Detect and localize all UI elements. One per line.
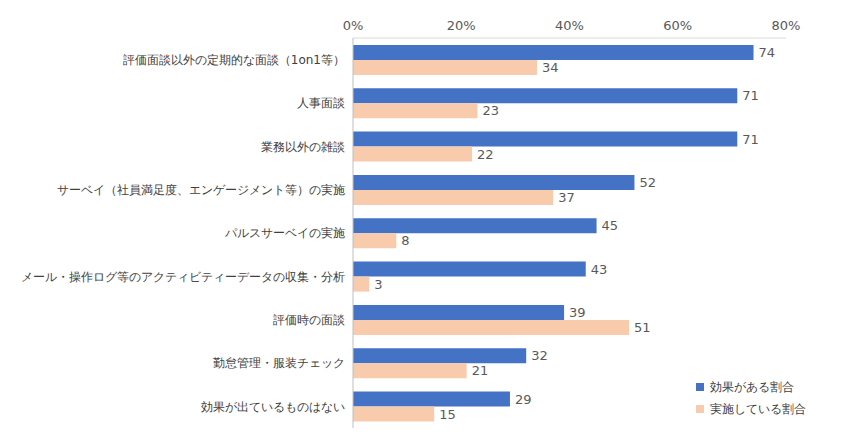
svg-text:37: 37: [558, 190, 575, 205]
svg-text:23: 23: [482, 103, 499, 118]
svg-text:71: 71: [742, 88, 759, 103]
svg-text:80%: 80%: [772, 18, 801, 33]
svg-text:22: 22: [477, 147, 494, 162]
svg-text:29: 29: [515, 392, 532, 407]
svg-text:勤怠管理・服装チェック: 勤怠管理・服装チェック: [213, 356, 345, 370]
html-text:実施している割合: 実施している割合: [710, 402, 806, 416]
svg-text:60%: 60%: [663, 18, 692, 33]
svg-text:40%: 40%: [555, 18, 584, 33]
svg-text:52: 52: [639, 175, 656, 190]
svg-text:サーベイ（社員満足度、エンゲージメント等）の実施: サーベイ（社員満足度、エンゲージメント等）の実施: [57, 183, 345, 197]
svg-text:39: 39: [569, 305, 586, 320]
svg-text:業務以外の雑談: 業務以外の雑談: [261, 140, 345, 154]
svg-text:43: 43: [591, 262, 608, 277]
svg-text:評価時の面談: 評価時の面談: [273, 313, 345, 327]
svg-text:51: 51: [634, 320, 651, 335]
svg-text:21: 21: [472, 363, 489, 378]
svg-text:8: 8: [401, 233, 409, 248]
html-text:効果がある割合: 効果がある割合: [710, 380, 794, 394]
svg-text:20%: 20%: [447, 18, 476, 33]
svg-text:0%: 0%: [343, 18, 364, 33]
svg-text:15: 15: [439, 407, 456, 422]
svg-text:45: 45: [602, 218, 619, 233]
svg-text:人事面談: 人事面談: [297, 96, 345, 110]
svg-text:74: 74: [759, 45, 776, 60]
svg-text:パルスサーベイの実施: パルスサーベイの実施: [224, 226, 345, 240]
svg-text:メール・操作ログ等のアクティビティーデータの収集・分析: メール・操作ログ等のアクティビティーデータの収集・分析: [21, 270, 345, 284]
svg-text:71: 71: [742, 132, 759, 147]
svg-text:効果が出ているものはない: 効果が出ているものはない: [201, 400, 345, 414]
svg-text:34: 34: [542, 60, 559, 75]
svg-text:3: 3: [374, 277, 382, 292]
svg-text:評価面談以外の定期的な面談（1on1等）: 評価面談以外の定期的な面談（1on1等）: [123, 53, 345, 67]
svg-text:32: 32: [531, 348, 548, 363]
